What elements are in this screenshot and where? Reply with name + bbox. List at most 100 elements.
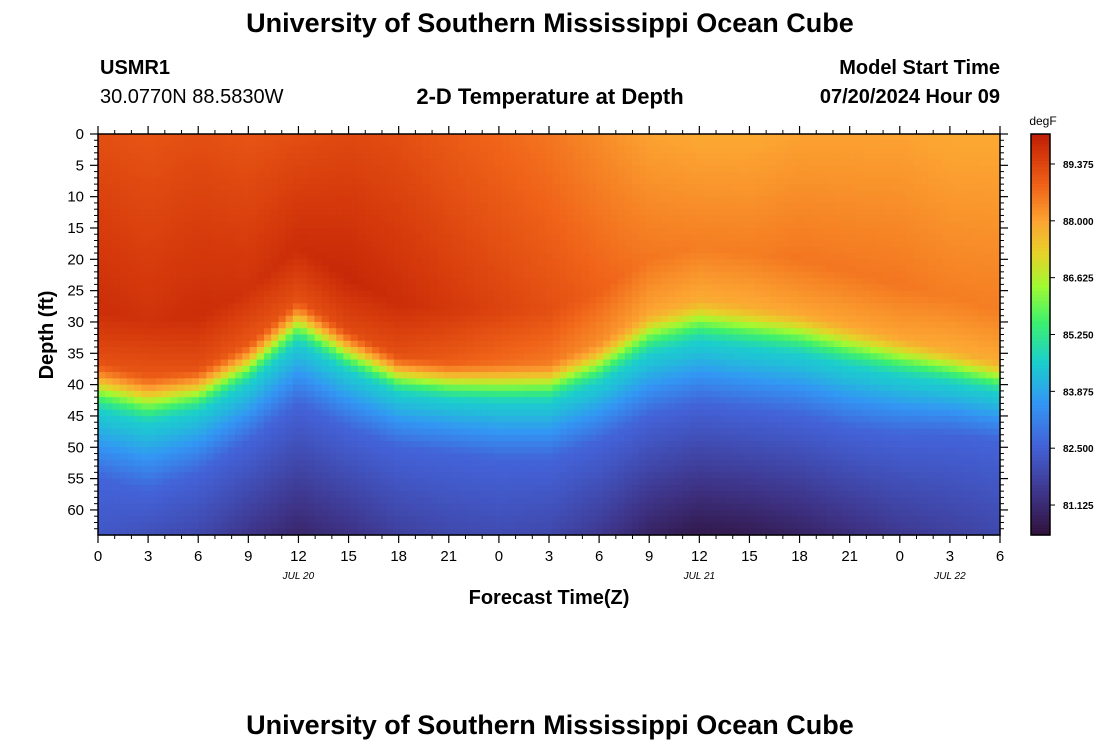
heatmap-cell xyxy=(870,334,878,342)
heatmap-cell xyxy=(148,315,157,323)
heatmap-cell xyxy=(617,184,626,191)
heatmap-cell xyxy=(278,315,287,323)
heatmap-cell xyxy=(891,253,900,260)
heatmap-cell xyxy=(660,265,669,273)
heatmap-cell xyxy=(300,184,308,191)
heatmap-cell xyxy=(177,290,186,298)
heatmap-cell xyxy=(841,372,850,379)
heatmap-cell xyxy=(184,196,193,204)
heatmap-cell xyxy=(112,359,121,367)
heatmap-cell xyxy=(357,309,366,317)
heatmap-cell xyxy=(588,334,597,342)
heatmap-cell xyxy=(458,190,467,198)
heatmap-cell xyxy=(761,271,770,279)
heatmap-cell xyxy=(754,315,763,323)
heatmap-cell xyxy=(206,159,215,166)
heatmap-cell xyxy=(754,190,763,198)
heatmap-cell xyxy=(733,334,741,342)
heatmap-cell xyxy=(364,334,373,342)
heatmap-cell xyxy=(603,265,611,273)
heatmap-cell xyxy=(877,253,886,260)
heatmap-cell xyxy=(927,246,936,254)
heatmap-cell xyxy=(242,278,251,285)
heatmap-cell xyxy=(682,372,691,379)
heatmap-cell xyxy=(826,334,835,342)
heatmap-cell xyxy=(227,202,236,210)
heatmap-cell xyxy=(877,353,886,361)
heatmap-cell xyxy=(285,184,294,191)
heatmap-cell xyxy=(148,347,157,354)
heatmap-cell xyxy=(545,315,554,323)
heatmap-cell xyxy=(177,171,186,179)
heatmap-cell xyxy=(574,165,583,173)
heatmap-cell xyxy=(733,177,741,185)
heatmap-cell xyxy=(747,372,756,379)
heatmap-cell xyxy=(992,259,1001,267)
heatmap-cell xyxy=(942,190,951,198)
heatmap-cell xyxy=(610,159,619,166)
heatmap-cell xyxy=(971,202,979,210)
heatmap-cell xyxy=(328,190,337,198)
heatmap-cell xyxy=(906,184,915,191)
heatmap-cell xyxy=(134,196,142,204)
heatmap-cell xyxy=(949,184,958,191)
heatmap-cell xyxy=(437,315,445,323)
heatmap-cell xyxy=(725,372,734,379)
heatmap-cell xyxy=(249,321,258,329)
heatmap-cell xyxy=(379,152,388,160)
heatmap-cell xyxy=(141,321,150,329)
heatmap-cell xyxy=(725,334,734,342)
heatmap-cell xyxy=(646,134,655,141)
heatmap-cell xyxy=(292,202,301,210)
heatmap-cell xyxy=(834,303,842,311)
heatmap-cell xyxy=(530,146,539,154)
heatmap-cell xyxy=(415,159,424,166)
heatmap-cell xyxy=(747,353,756,361)
heatmap-cell xyxy=(249,177,258,185)
heatmap-cell xyxy=(415,271,424,279)
heatmap-cell xyxy=(278,271,287,279)
heatmap-cell xyxy=(971,284,979,292)
heatmap-cell xyxy=(523,253,532,260)
heatmap-cell xyxy=(307,215,316,223)
heatmap-cell xyxy=(530,378,539,386)
heatmap-cell xyxy=(98,171,106,179)
heatmap-cell xyxy=(466,265,474,273)
heatmap-cell xyxy=(949,202,958,210)
heatmap-cell xyxy=(761,177,770,185)
heatmap-cell xyxy=(466,140,474,148)
heatmap-cell xyxy=(877,177,886,185)
heatmap-cell xyxy=(848,159,857,166)
heatmap-cell xyxy=(898,253,907,260)
heatmap-cell xyxy=(711,159,720,166)
heatmap-cell xyxy=(740,365,749,373)
heatmap-cell xyxy=(812,378,821,386)
heatmap-cell xyxy=(191,278,200,285)
heatmap-cell xyxy=(538,227,546,235)
heatmap-cell xyxy=(242,152,251,160)
heatmap-cell xyxy=(581,152,590,160)
heatmap-cell xyxy=(588,265,597,273)
heatmap-cell xyxy=(906,227,915,235)
heatmap-cell xyxy=(927,334,936,342)
heatmap-cell xyxy=(552,177,561,185)
heatmap-cell xyxy=(458,152,467,160)
heatmap-cell xyxy=(300,328,308,336)
heatmap-cell xyxy=(256,184,265,191)
heatmap-cell xyxy=(364,353,373,361)
heatmap-cell xyxy=(112,227,121,235)
heatmap-cell xyxy=(848,340,857,348)
heatmap-cell xyxy=(704,152,712,160)
heatmap-cell xyxy=(718,227,727,235)
heatmap-cell xyxy=(148,284,157,292)
heatmap-cell xyxy=(415,259,424,267)
heatmap-cell xyxy=(314,340,323,348)
heatmap-cell xyxy=(126,340,135,348)
heatmap-cell xyxy=(761,202,770,210)
heatmap-cell xyxy=(372,372,381,379)
heatmap-cell xyxy=(364,278,373,285)
heatmap-cell xyxy=(805,177,813,185)
heatmap-cell xyxy=(639,328,648,336)
heatmap-cell xyxy=(834,353,842,361)
heatmap-cell xyxy=(978,165,987,173)
